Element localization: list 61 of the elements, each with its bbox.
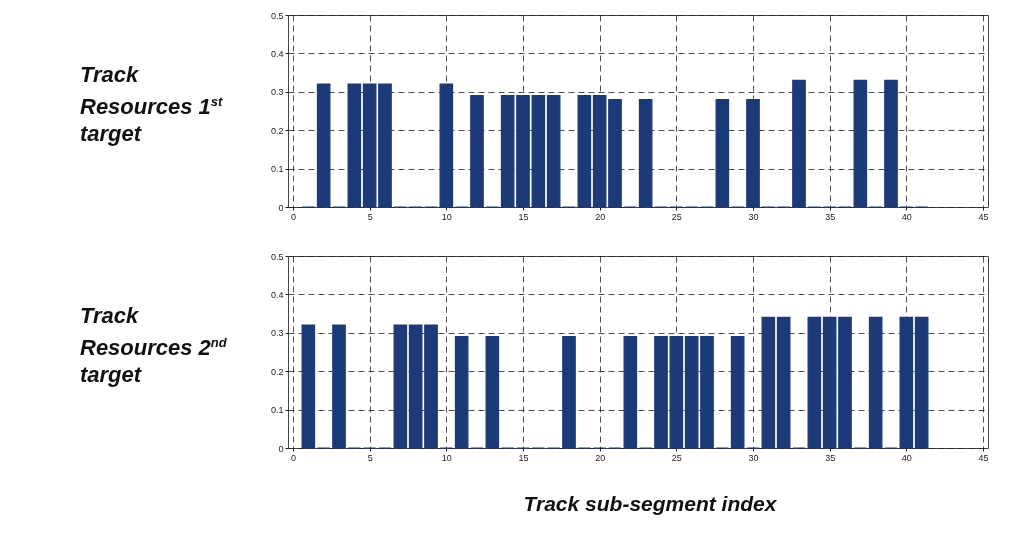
bar xyxy=(715,98,730,208)
x-tick-label: 20 xyxy=(595,211,606,222)
y-tick-label: 0.4 xyxy=(270,48,284,59)
x-tick-label: 10 xyxy=(441,452,452,463)
x-tick-label: 0 xyxy=(290,211,297,222)
bar xyxy=(807,316,822,449)
x-tick-label: 5 xyxy=(367,452,373,463)
y-tick-label: 0.2 xyxy=(270,366,284,377)
x-tick-label: 5 xyxy=(367,211,373,222)
y-tick-label: 0.3 xyxy=(270,328,284,339)
y-tick-label: 0 xyxy=(278,202,284,213)
x-tick-label: 35 xyxy=(825,452,836,463)
y-tick-label: 0.5 xyxy=(270,10,284,21)
x-tick-label: 20 xyxy=(595,452,606,463)
bar xyxy=(761,316,776,449)
bar xyxy=(347,83,362,208)
x-tick-label: 30 xyxy=(748,452,759,463)
x-tick-label: 10 xyxy=(441,211,452,222)
bar xyxy=(439,83,454,208)
x-tick-label: 0 xyxy=(290,452,297,463)
x-tick-label: 25 xyxy=(671,211,682,222)
bar xyxy=(623,336,638,449)
bar xyxy=(868,316,883,449)
y-tick-label: 0.3 xyxy=(270,87,284,98)
x-tick-label: 25 xyxy=(671,452,682,463)
bar xyxy=(470,95,484,208)
bar xyxy=(454,336,469,449)
bar xyxy=(638,98,653,208)
x-tick-label: 45 xyxy=(978,452,989,463)
x-tick-label: 30 xyxy=(748,211,759,222)
chart-title: Track Resources 1$^{st}$ target xyxy=(80,62,223,147)
y-tick-label: 0.4 xyxy=(270,289,284,300)
chart-title: Track Resources 2$^{nd}$ target xyxy=(80,303,227,388)
y-tick-label: 0.1 xyxy=(270,405,284,416)
x-tick-label: 45 xyxy=(978,211,989,222)
bar xyxy=(792,79,806,208)
bar xyxy=(562,336,576,449)
bar xyxy=(914,316,929,449)
y-tick-label: 0.1 xyxy=(270,164,284,175)
bar xyxy=(899,316,914,449)
x-tick-label: 40 xyxy=(901,452,912,463)
bar xyxy=(316,83,331,208)
bar xyxy=(776,316,791,449)
bar xyxy=(546,95,561,208)
x-tick-label: 15 xyxy=(518,211,529,222)
x-tick-label: 15 xyxy=(518,452,529,463)
y-tick-label: 0.2 xyxy=(270,125,284,136)
bar xyxy=(332,324,346,449)
x-tick-label: 35 xyxy=(825,211,836,222)
y-tick-label: 0 xyxy=(278,443,284,454)
bar xyxy=(884,79,898,208)
bar xyxy=(301,324,316,449)
bar xyxy=(577,95,592,208)
x-tick-label: 40 xyxy=(901,211,912,222)
bar xyxy=(485,336,500,449)
bar xyxy=(393,324,408,449)
bar xyxy=(746,98,760,208)
x-axis-title: Track sub-segment index xyxy=(522,492,778,516)
bar xyxy=(853,79,868,208)
y-tick-label: 0.5 xyxy=(270,251,284,262)
bar xyxy=(730,336,745,449)
